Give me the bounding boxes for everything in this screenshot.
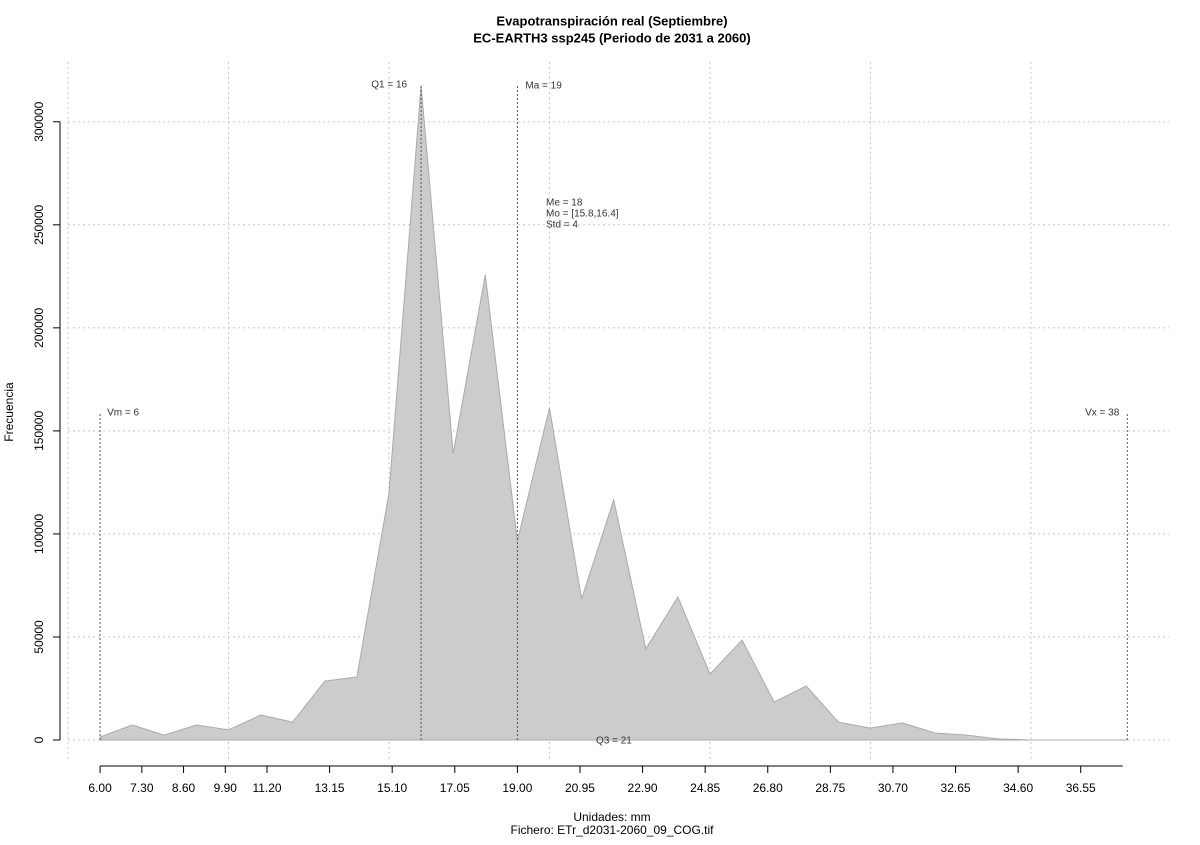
x-tick-label: 8.60 — [172, 781, 196, 795]
x-tick-label: 30.70 — [878, 781, 908, 795]
y-axis-label: Frecuencia — [2, 382, 16, 442]
marker-label: Ma = 19 — [525, 81, 562, 92]
marker-label: Vx = 38 — [1085, 408, 1120, 419]
y-tick-label: 250000 — [32, 204, 46, 244]
x-tick-label: 20.95 — [565, 781, 595, 795]
y-tick-label: 100000 — [32, 514, 46, 554]
x-tick-label: 13.15 — [315, 781, 345, 795]
annotation: Mo = [15.8,16.4] — [546, 209, 619, 220]
annotation: Std = 4 — [546, 220, 578, 231]
x-tick-label: 32.65 — [941, 781, 971, 795]
marker-label: Q1 = 16 — [371, 80, 407, 91]
x-tick-label: 34.60 — [1003, 781, 1033, 795]
y-tick-label: 300000 — [32, 101, 46, 141]
y-tick-label: 50000 — [32, 620, 46, 654]
x-tick-label: 15.10 — [377, 781, 407, 795]
x-tick-label: 6.00 — [88, 781, 112, 795]
area — [99, 85, 1128, 741]
y-tick-label: 150000 — [32, 411, 46, 451]
x-tick-label: 36.55 — [1066, 781, 1096, 795]
y-tick-label: 200000 — [32, 308, 46, 348]
x-tick-label: 19.00 — [502, 781, 532, 795]
x-axis-label: Unidades: mm — [573, 810, 650, 824]
x-tick-label: 11.20 — [252, 781, 281, 795]
x-tick-label: 24.85 — [690, 781, 720, 795]
x-tick-label: 22.90 — [628, 781, 658, 795]
y-tick-label: 0 — [32, 736, 46, 743]
x-tick-label: 26.80 — [753, 781, 783, 795]
x-tick-label: 17.05 — [440, 781, 470, 795]
x-tick-label: 7.30 — [130, 781, 154, 795]
annotation: Q3 = 21 — [596, 736, 632, 747]
chart-subtitle: EC-EARTH3 ssp245 (Periodo de 2031 a 2060… — [473, 30, 750, 45]
marker-label: Vm = 6 — [107, 408, 139, 419]
annotation: Me = 18 — [546, 198, 583, 209]
x-tick-label: 9.90 — [214, 781, 238, 795]
x-tick-label: 28.75 — [815, 781, 845, 795]
chart-title: Evapotranspiración real (Septiembre) — [496, 13, 727, 28]
caption: Fichero: ETr_d2031-2060_09_COG.tif — [511, 823, 715, 837]
